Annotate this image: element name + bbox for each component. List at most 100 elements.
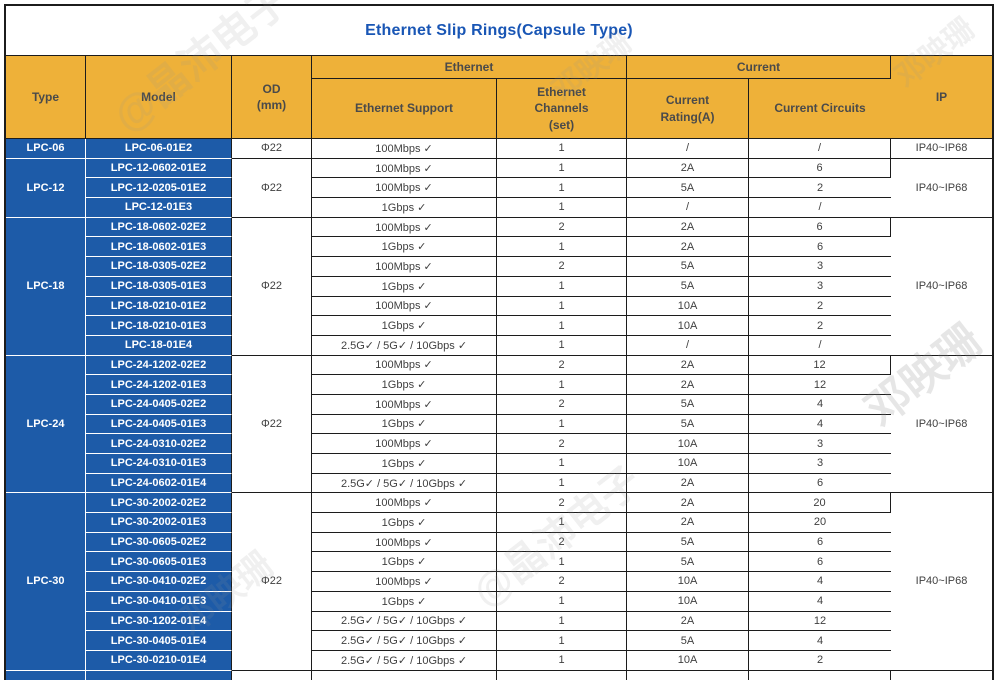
ethernet-channels-cell: 1 xyxy=(497,296,627,317)
table-row: LPC-30-0605-02E2 100Mbps ✓ 2 5A 6 xyxy=(6,532,992,553)
table-row: LPC-24-1202-01E3 1Gbps ✓ 1 2A 12 xyxy=(6,375,992,395)
header-sub-row: Ethernet Support Ethernet Channels (set)… xyxy=(6,79,992,139)
model-cell: LPC-12-0205-01E2 xyxy=(86,178,232,199)
current-circuits-cell: 12 xyxy=(749,355,891,376)
table-row: LPC-06 LPC-06-01E2 Φ22 100Mbps ✓ 1// IP40~IP6… xyxy=(6,139,992,159)
current-rating-cell: 5A xyxy=(627,414,749,435)
ethernet-channels-cell: 1 xyxy=(497,139,627,159)
table-row: LPC-30-0605-01E3 1Gbps ✓ 1 5A 6 xyxy=(6,552,992,573)
ip-cell: IP40~IP68 xyxy=(891,493,992,671)
table-row: LPC-30-0405-01E4 2.5G✓ / 5G✓ / 10Gbps ✓ 1 5… xyxy=(6,631,992,651)
current-rating-cell: 10A xyxy=(627,296,749,317)
current-rating-cell: 5A xyxy=(627,276,749,297)
current-circuits-cell: 3 xyxy=(749,276,891,297)
table-row: LPC-30-1202-01E4 2.5G✓ / 5G✓ / 10Gbps ✓ 1 2… xyxy=(6,611,992,632)
ethernet-channels-cell: 1 xyxy=(497,473,627,494)
ethernet-channels-cell: 2 xyxy=(497,434,627,454)
col-header-ethernet-channels: Ethernet Channels (set) xyxy=(497,79,627,139)
ethernet-channels-cell: 2 xyxy=(497,532,627,553)
current-circuits-cell: 6 xyxy=(749,158,891,179)
current-circuits-cell: 12 xyxy=(749,611,891,632)
ethernet-support-cell: 2.5G✓ / 5G✓ / 10Gbps ✓ xyxy=(312,611,497,632)
col-header-model: Model xyxy=(86,56,232,139)
ethernet-support-cell: 1Gbps ✓ xyxy=(312,591,497,612)
model-cell: LPC-12-01E3 xyxy=(86,198,232,218)
ip-cell xyxy=(891,670,992,680)
table-row: LPC-18-0602-01E3 1Gbps ✓ 1 2A 6 xyxy=(6,237,992,258)
current-rating-cell: / xyxy=(627,335,749,356)
current-circuits-cell: 2 xyxy=(749,296,891,317)
model-cell: LPC-30-0605-02E2 xyxy=(86,532,232,553)
header-group-row: Type Model OD (mm) Ethernet Current IP xyxy=(6,56,992,139)
ethernet-channels-cell: 1 xyxy=(497,631,627,651)
current-rating-cell: 2A xyxy=(627,237,749,258)
table-row: LPC-24 LPC-24-1202-02E2 Φ22 100Mbps ✓ 2 2A 12 I… xyxy=(6,355,992,494)
current-circuits-cell: 2 xyxy=(749,316,891,336)
model-cell: LPC-18-0210-01E2 xyxy=(86,296,232,317)
ethernet-channels-cell: 2 xyxy=(497,217,627,238)
current-circuits-cell: 6 xyxy=(749,552,891,573)
model-cell: LPC-18-0305-01E3 xyxy=(86,276,232,297)
table-row: LPC-30-0210-01E4 2.5G✓ / 5G✓ / 10Gbps ✓ 1 1… xyxy=(6,650,992,671)
ethernet-support-cell: 100Mbps ✓ xyxy=(312,296,497,317)
ip-cell: IP40~IP68 xyxy=(891,355,992,494)
current-rating-cell: 2A xyxy=(627,158,749,179)
ethernet-support-cell: 1Gbps ✓ xyxy=(312,198,497,218)
type-cell: LPC-30 xyxy=(6,493,86,671)
truncated-row xyxy=(6,670,992,680)
od-cell: Φ22 xyxy=(232,139,312,159)
ethernet-channels-cell: 1 xyxy=(497,178,627,199)
current-circuits-cell: 3 xyxy=(749,454,891,474)
group-header-ethernet: Ethernet xyxy=(312,56,627,79)
current-circuits-cell: 6 xyxy=(749,217,891,238)
model-cell xyxy=(86,670,232,680)
ethernet-channels-cell: 1 xyxy=(497,414,627,435)
col-header-ip: IP xyxy=(891,56,992,139)
current-circuits-cell: 6 xyxy=(749,473,891,494)
ethernet-support-cell: 100Mbps ✓ xyxy=(312,572,497,592)
ethernet-support-cell: 1Gbps ✓ xyxy=(312,276,497,297)
current-circuits-cell: 12 xyxy=(749,375,891,395)
current-rating-cell: 5A xyxy=(627,394,749,415)
model-cell: LPC-24-1202-02E2 xyxy=(86,355,232,376)
current-rating-cell xyxy=(627,670,749,680)
current-circuits-cell: 20 xyxy=(749,513,891,533)
col-header-ethernet-support: Ethernet Support xyxy=(312,79,497,139)
current-rating-cell: 5A xyxy=(627,631,749,651)
table-row: LPC-18-0305-01E3 1Gbps ✓ 1 5A 3 xyxy=(6,276,992,297)
current-rating-cell: 10A xyxy=(627,572,749,592)
ethernet-channels-cell: 1 xyxy=(497,158,627,179)
current-rating-cell: / xyxy=(627,198,749,218)
od-cell: Φ22 xyxy=(232,355,312,494)
model-cell: LPC-12-0602-01E2 xyxy=(86,158,232,179)
model-cell: LPC-30-0210-01E4 xyxy=(86,650,232,671)
type-cell: LPC-24 xyxy=(6,355,86,494)
ethernet-channels-cell: 2 xyxy=(497,493,627,514)
ethernet-support-cell: 100Mbps ✓ xyxy=(312,532,497,553)
table-row: LPC-30 LPC-30-2002-02E2 Φ22 100Mbps ✓ 2 2A 20 I… xyxy=(6,493,992,671)
page-title: Ethernet Slip Rings(Capsule Type) xyxy=(6,6,992,56)
od-cell: Φ22 xyxy=(232,158,312,218)
model-cell: LPC-24-0405-01E3 xyxy=(86,414,232,435)
ethernet-support-cell: 1Gbps ✓ xyxy=(312,316,497,336)
type-cell: LPC-12 xyxy=(6,158,86,218)
ip-cell: IP40~IP68 xyxy=(891,158,992,218)
ethernet-channels-cell: 2 xyxy=(497,257,627,277)
model-cell: LPC-24-1202-01E3 xyxy=(86,375,232,395)
table-row: LPC-18-0305-02E2 100Mbps ✓ 2 5A 3 xyxy=(6,257,992,277)
ethernet-channels-cell: 1 xyxy=(497,552,627,573)
ethernet-support-cell: 100Mbps ✓ xyxy=(312,158,497,179)
ethernet-channels-cell: 1 xyxy=(497,375,627,395)
current-circuits-cell: 3 xyxy=(749,434,891,454)
ethernet-support-cell: 100Mbps ✓ xyxy=(312,493,497,514)
ethernet-channels-cell: 2 xyxy=(497,394,627,415)
model-cell: LPC-18-01E4 xyxy=(86,335,232,356)
spec-table-body: LPC-06 LPC-06-01E2 Φ22 100Mbps ✓ 1// IP40~IP6… xyxy=(6,139,992,680)
table-row: LPC-18-01E4 2.5G✓ / 5G✓ / 10Gbps ✓ 1// xyxy=(6,335,992,356)
table-row: LPC-24-0405-01E3 1Gbps ✓ 1 5A 4 xyxy=(6,414,992,435)
current-rating-cell: 2A xyxy=(627,355,749,376)
table-row: LPC-18 LPC-18-0602-02E2 Φ22 100Mbps ✓ 2 2A 6 IP… xyxy=(6,217,992,356)
ip-cell: IP40~IP68 xyxy=(891,139,992,159)
model-cell: LPC-24-0405-02E2 xyxy=(86,394,232,415)
ethernet-channels-cell: 1 xyxy=(497,198,627,218)
